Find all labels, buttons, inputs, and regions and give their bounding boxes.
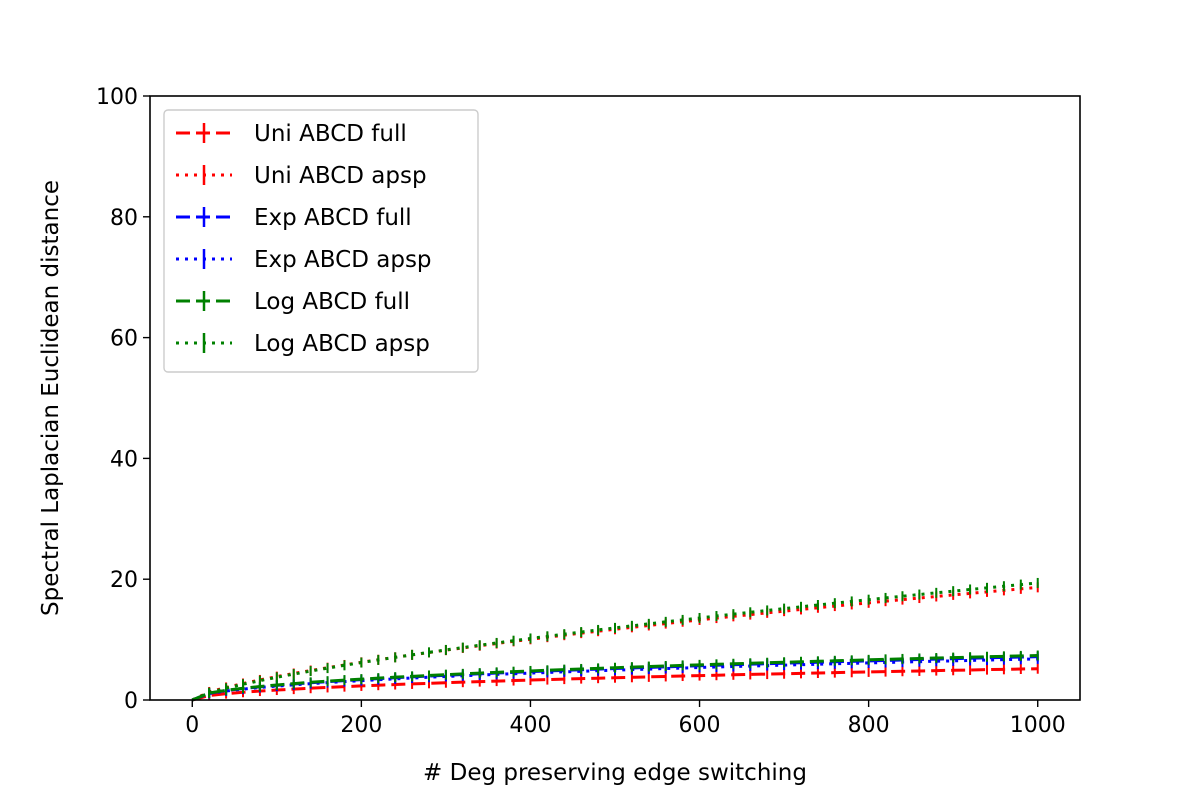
y-axis-label: Spectral Laplacian Euclidean distance (38, 180, 64, 616)
y-tick-label-2: 40 (110, 447, 138, 472)
legend-item-4: Log ABCD full (176, 289, 410, 315)
legend-box (163, 109, 479, 373)
x-axis: 0 200 400 600 800 1000 (185, 700, 1066, 738)
legend-label-3: Exp ABCD apsp (254, 247, 432, 273)
x-axis-label: # Deg preserving edge switching (423, 760, 807, 786)
x-tick-label-0: 0 (185, 713, 199, 738)
legend-item-1: Uni ABCD apsp (176, 163, 427, 189)
y-tick-label-1: 20 (110, 568, 138, 593)
legend: Uni ABCD full Uni ABCD apsp Exp ABCD full E… (163, 109, 479, 373)
y-tick-label-3: 60 (110, 327, 138, 352)
legend-label-2: Exp ABCD full (254, 205, 412, 231)
x-tick-label-5: 1000 (1010, 713, 1066, 738)
series-layer (191, 577, 1039, 702)
x-tick-label-4: 800 (848, 713, 890, 738)
series-line-5 (191, 581, 1038, 702)
series-4 (191, 650, 1039, 702)
legend-label-0: Uni ABCD full (254, 121, 407, 147)
y-tick-label-5: 100 (96, 85, 138, 110)
legend-label-5: Log ABCD apsp (254, 331, 430, 357)
legend-label-1: Uni ABCD apsp (254, 163, 427, 189)
legend-label-4: Log ABCD full (254, 289, 410, 315)
series-5 (191, 577, 1039, 702)
x-tick-label-1: 200 (340, 713, 382, 738)
x-tick-label-3: 600 (679, 713, 721, 738)
legend-item-0: Uni ABCD full (176, 121, 407, 147)
legend-item-3: Exp ABCD apsp (176, 247, 432, 273)
plot-frame (149, 95, 1081, 701)
legend-item-2: Exp ABCD full (176, 205, 412, 231)
y-axis: 0 20 40 60 80 100 (96, 85, 150, 714)
y-tick-label-4: 80 (110, 206, 138, 231)
legend-item-5: Log ABCD apsp (176, 331, 430, 357)
x-tick-label-2: 400 (509, 713, 551, 738)
y-tick-label-0: 0 (124, 689, 138, 714)
